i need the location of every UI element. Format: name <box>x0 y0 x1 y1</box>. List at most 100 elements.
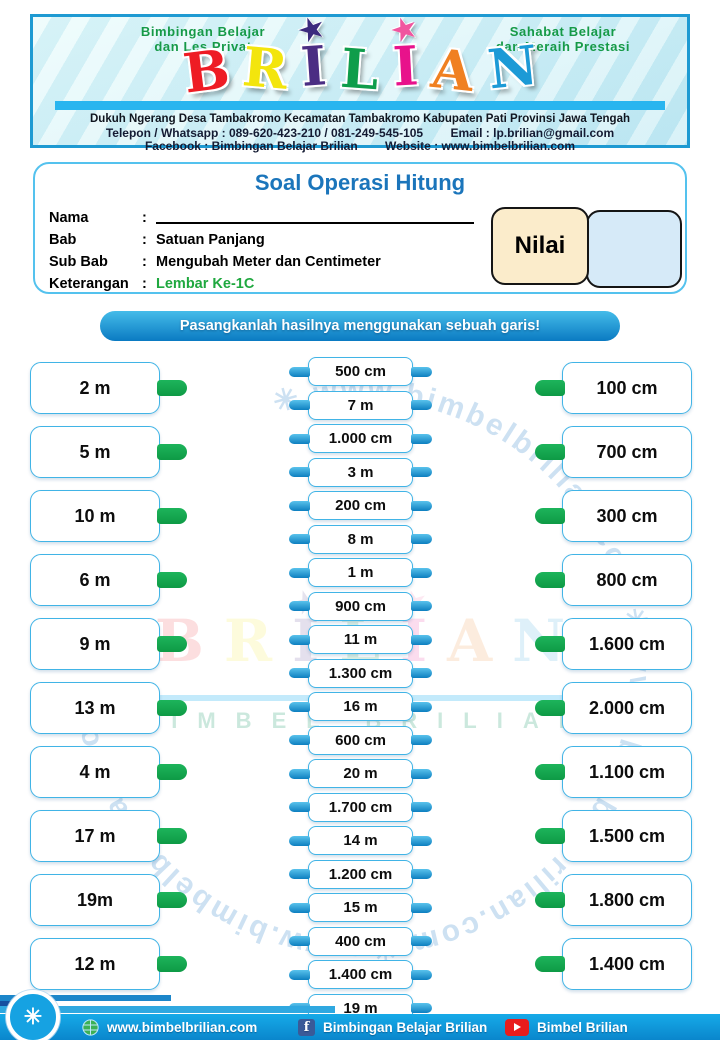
match-item[interactable]: 9 m <box>30 618 187 670</box>
match-item[interactable]: 15 m <box>289 893 432 922</box>
connector-left-icon[interactable] <box>289 902 310 913</box>
match-item[interactable]: 8 m <box>289 524 432 554</box>
connector-left-icon[interactable] <box>535 380 565 396</box>
connector-left-icon[interactable] <box>535 572 565 588</box>
connector-left-icon[interactable] <box>289 869 310 879</box>
footer-website-link[interactable]: www.bimbelbrilian.com <box>82 1014 257 1040</box>
connector-left-icon[interactable] <box>289 802 310 812</box>
match-item[interactable]: 3 m <box>289 457 432 487</box>
connector-left-icon[interactable] <box>289 735 310 745</box>
match-item[interactable]: 2 m <box>30 362 187 414</box>
match-item[interactable]: 1.600 cm <box>535 618 692 670</box>
match-item[interactable]: 500 cm <box>289 357 432 386</box>
match-item[interactable]: 1.000 cm <box>289 424 432 453</box>
footer-facebook-link[interactable]: f Bimbingan Belajar Brilian <box>298 1014 487 1040</box>
connector-left-icon[interactable] <box>535 828 565 844</box>
connector-right-icon[interactable] <box>411 735 432 745</box>
match-item[interactable]: 100 cm <box>535 362 692 414</box>
connector-right-icon[interactable] <box>411 467 432 477</box>
connector-right-icon[interactable] <box>411 835 432 846</box>
match-item[interactable]: 800 cm <box>535 554 692 606</box>
connector-left-icon[interactable] <box>289 668 310 678</box>
connector-right-icon[interactable] <box>157 508 187 524</box>
match-item[interactable]: 7 m <box>289 390 432 420</box>
connector-left-icon[interactable] <box>289 701 310 712</box>
match-item[interactable]: 1.400 cm <box>535 938 692 990</box>
match-item[interactable]: 5 m <box>30 426 187 478</box>
match-item[interactable]: 1.300 cm <box>289 658 432 688</box>
match-item[interactable]: 1.500 cm <box>535 810 692 862</box>
match-item[interactable]: 1.400 cm <box>289 960 432 989</box>
connector-right-icon[interactable] <box>411 936 432 946</box>
match-item[interactable]: 400 cm <box>289 926 432 956</box>
score-box[interactable] <box>586 210 682 288</box>
connector-right-icon[interactable] <box>157 444 187 460</box>
connector-right-icon[interactable] <box>157 636 187 652</box>
connector-left-icon[interactable] <box>289 567 310 578</box>
match-item[interactable]: 20 m <box>289 759 432 788</box>
connector-left-icon[interactable] <box>535 636 565 652</box>
connector-right-icon[interactable] <box>411 902 432 913</box>
match-item[interactable]: 1.200 cm <box>289 859 432 889</box>
connector-right-icon[interactable] <box>157 892 187 908</box>
match-item[interactable]: 12 m <box>30 938 187 990</box>
match-item[interactable]: 14 m <box>289 826 432 855</box>
connector-right-icon[interactable] <box>157 380 187 396</box>
connector-right-icon[interactable] <box>157 764 187 780</box>
connector-left-icon[interactable] <box>535 700 565 716</box>
match-item[interactable]: 1.800 cm <box>535 874 692 926</box>
connector-right-icon[interactable] <box>157 700 187 716</box>
connector-left-icon[interactable] <box>289 366 310 377</box>
connector-right-icon[interactable] <box>411 400 432 410</box>
connector-right-icon[interactable] <box>411 668 432 678</box>
connector-right-icon[interactable] <box>157 572 187 588</box>
match-item[interactable]: 4 m <box>30 746 187 798</box>
connector-left-icon[interactable] <box>535 892 565 908</box>
match-item[interactable]: 900 cm <box>289 591 432 621</box>
connector-right-icon[interactable] <box>411 433 432 444</box>
connector-right-icon[interactable] <box>411 869 432 879</box>
connector-right-icon[interactable] <box>411 1003 432 1013</box>
connector-right-icon[interactable] <box>411 634 432 645</box>
connector-left-icon[interactable] <box>289 634 310 645</box>
connector-left-icon[interactable] <box>535 444 565 460</box>
connector-right-icon[interactable] <box>411 701 432 712</box>
connector-left-icon[interactable] <box>289 500 310 511</box>
connector-left-icon[interactable] <box>289 835 310 846</box>
connector-left-icon[interactable] <box>289 601 310 611</box>
connector-left-icon[interactable] <box>289 936 310 946</box>
connector-left-icon[interactable] <box>289 400 310 410</box>
connector-left-icon[interactable] <box>535 956 565 972</box>
connector-left-icon[interactable] <box>289 534 310 544</box>
match-item[interactable]: 10 m <box>30 490 187 542</box>
match-item[interactable]: 200 cm <box>289 491 432 520</box>
match-item[interactable]: 11 m <box>289 625 432 654</box>
connector-right-icon[interactable] <box>157 828 187 844</box>
match-item[interactable]: 700 cm <box>535 426 692 478</box>
connector-right-icon[interactable] <box>411 366 432 377</box>
connector-right-icon[interactable] <box>411 601 432 611</box>
match-item[interactable]: 16 m <box>289 692 432 721</box>
match-item[interactable]: 1 m <box>289 558 432 587</box>
match-item[interactable]: 600 cm <box>289 725 432 755</box>
connector-left-icon[interactable] <box>535 508 565 524</box>
connector-left-icon[interactable] <box>289 433 310 444</box>
match-item[interactable]: 17 m <box>30 810 187 862</box>
connector-right-icon[interactable] <box>411 768 432 779</box>
connector-left-icon[interactable] <box>289 467 310 477</box>
connector-right-icon[interactable] <box>411 802 432 812</box>
connector-left-icon[interactable] <box>289 768 310 779</box>
connector-left-icon[interactable] <box>535 764 565 780</box>
connector-right-icon[interactable] <box>411 969 432 980</box>
match-item[interactable]: 6 m <box>30 554 187 606</box>
footer-youtube-link[interactable]: Bimbel Brilian <box>505 1014 628 1040</box>
name-input-line[interactable] <box>156 206 474 224</box>
connector-right-icon[interactable] <box>411 534 432 544</box>
match-item[interactable]: 19m <box>30 874 187 926</box>
match-item[interactable]: 1.700 cm <box>289 792 432 822</box>
connector-left-icon[interactable] <box>289 969 310 980</box>
connector-right-icon[interactable] <box>411 500 432 511</box>
connector-right-icon[interactable] <box>411 567 432 578</box>
match-item[interactable]: 13 m <box>30 682 187 734</box>
connector-right-icon[interactable] <box>157 956 187 972</box>
